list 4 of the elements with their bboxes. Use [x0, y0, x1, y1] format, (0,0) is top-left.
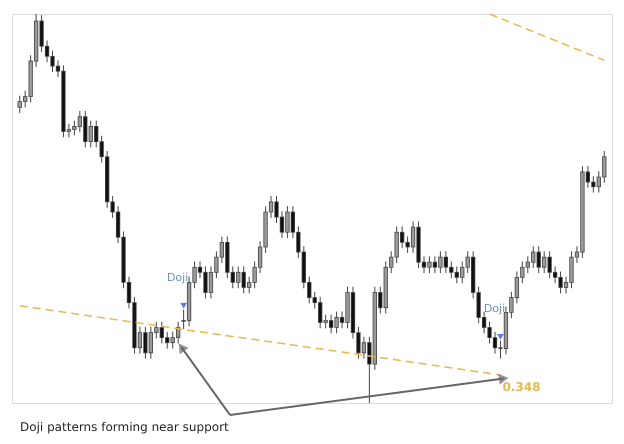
- annotation: Doji: [166, 270, 188, 284]
- text: Doji patterns forming near support: [20, 420, 230, 434]
- series-label: 0.348: [502, 380, 540, 394]
- annotation: Doji: [484, 302, 506, 315]
